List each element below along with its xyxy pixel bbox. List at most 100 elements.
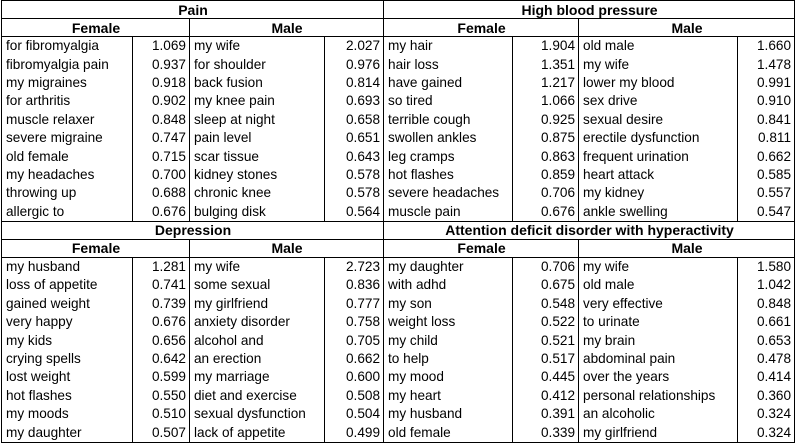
male-column-header: Male [578,18,795,37]
male-term: kidney stones [189,165,325,185]
female-term: my daughter [383,257,514,277]
male-weight: 0.600 [323,368,385,387]
male-term: an erection [189,349,325,369]
male-weight: 0.360 [737,386,795,406]
male-term: lack of appetite [189,423,325,443]
male-term: sexual dysfunction [189,405,325,424]
male-weight: 1.042 [737,276,795,295]
male-term: my brain [578,331,739,350]
female-weight: 0.700 [132,165,190,185]
female-term: my kids [1,331,133,350]
panel-title: Pain [0,0,385,19]
female-weight: 0.642 [132,349,190,369]
female-term: hot flashes [383,165,514,185]
female-weight: 0.656 [132,331,190,350]
female-weight: 0.522 [512,313,580,332]
female-weight: 0.706 [512,184,580,203]
male-term: my wife [189,36,325,56]
male-term: frequent urination [578,147,739,166]
female-term: my heart [383,386,514,406]
male-weight: 0.705 [323,331,385,350]
male-weight: 0.508 [323,386,385,406]
male-weight: 0.653 [737,331,795,350]
male-column-header: Male [188,239,385,258]
table-row: lost weight 0.599 my marriage 0.600 my mood 0… [1,368,795,387]
female-weight: 0.412 [512,386,580,406]
male-term: for shoulder [189,55,325,74]
female-weight: 1.904 [512,36,580,56]
panel-title: High blood pressure [383,0,795,19]
female-weight: 1.066 [512,92,580,111]
male-weight: 1.580 [737,257,795,277]
table-row: my husband 1.281 my wife 2.723 my daughter 0.… [1,257,795,277]
female-column-header: Female [383,239,580,258]
female-term: muscle relaxer [1,110,133,129]
female-term: have gained [383,73,514,93]
male-term: my kidney [578,184,739,203]
female-term: throwing up [1,184,133,203]
panel-title: Attention deficit disorder with hyperact… [383,220,795,240]
male-term: an alcoholic [578,405,739,424]
male-term: my wife [578,55,739,74]
male-term: scar tissue [189,147,325,166]
table-row: for fibromyalgia 1.069 my wife 2.027 my hair… [1,36,795,56]
male-term: to urinate [578,313,739,332]
female-weight: 0.548 [512,294,580,314]
male-weight: 0.662 [737,147,795,166]
male-weight: 0.643 [323,147,385,166]
female-weight: 0.507 [132,423,190,443]
male-weight: 0.547 [737,202,795,222]
male-weight: 0.910 [737,92,795,111]
female-term: my child [383,331,514,350]
female-term: muscle pain [383,202,514,222]
male-weight: 0.662 [323,349,385,369]
male-weight: 0.557 [737,184,795,203]
female-term: with adhd [383,276,514,295]
male-weight: 0.499 [323,423,385,443]
female-term: swollen ankles [383,128,514,148]
male-weight: 2.723 [323,257,385,277]
table-row: loss of appetite 0.741 some sexual 0.836 wit… [1,276,795,295]
female-term: so tired [383,92,514,111]
male-weight: 0.976 [323,55,385,74]
panel-title-row: Depression Attention deficit disorder wit… [0,220,795,240]
female-term: my mood [383,368,514,387]
female-term: my husband [1,257,133,277]
female-term: terrible cough [383,110,514,129]
female-weight: 1.217 [512,73,580,93]
male-term: my girlfriend [578,423,739,443]
male-weight: 2.027 [323,36,385,56]
male-weight: 1.660 [737,36,795,56]
female-column-header: Female [1,18,190,37]
female-term: my husband [383,405,514,424]
female-term: old female [383,423,514,443]
table-row: throwing up 0.688 chronic knee 0.578 severe … [1,184,795,203]
table-row: my moods 0.510 sexual dysfunction 0.504 my h… [1,405,795,424]
female-weight: 0.706 [512,257,580,277]
male-term: personal relationships [578,386,739,406]
female-term: crying spells [1,349,133,369]
male-weight: 0.777 [323,294,385,314]
female-term: my headaches [1,165,133,185]
male-weight: 0.836 [323,276,385,295]
male-term: back fusion [189,73,325,93]
female-term: hot flashes [1,386,133,406]
female-weight: 0.676 [512,202,580,222]
male-term: pain level [189,128,325,148]
male-term: lower my blood [578,73,739,93]
female-weight: 0.510 [132,405,190,424]
male-weight: 0.758 [323,313,385,332]
table-row: old female 0.715 scar tissue 0.643 leg cramp… [1,147,795,166]
table-row: fibromyalgia pain 0.937 for shoulder 0.976 h… [1,55,795,74]
female-term: severe headaches [383,184,514,203]
male-term: abdominal pain [578,349,739,369]
table-row: crying spells 0.642 an erection 0.662 to hel… [1,349,795,369]
female-term: hair loss [383,55,514,74]
female-column-header: Female [383,18,580,37]
female-weight: 0.715 [132,147,190,166]
table-row: muscle relaxer 0.848 sleep at night 0.658 te… [1,110,795,129]
male-weight: 0.841 [737,110,795,129]
female-weight: 0.521 [512,331,580,350]
female-weight: 0.875 [512,128,580,148]
